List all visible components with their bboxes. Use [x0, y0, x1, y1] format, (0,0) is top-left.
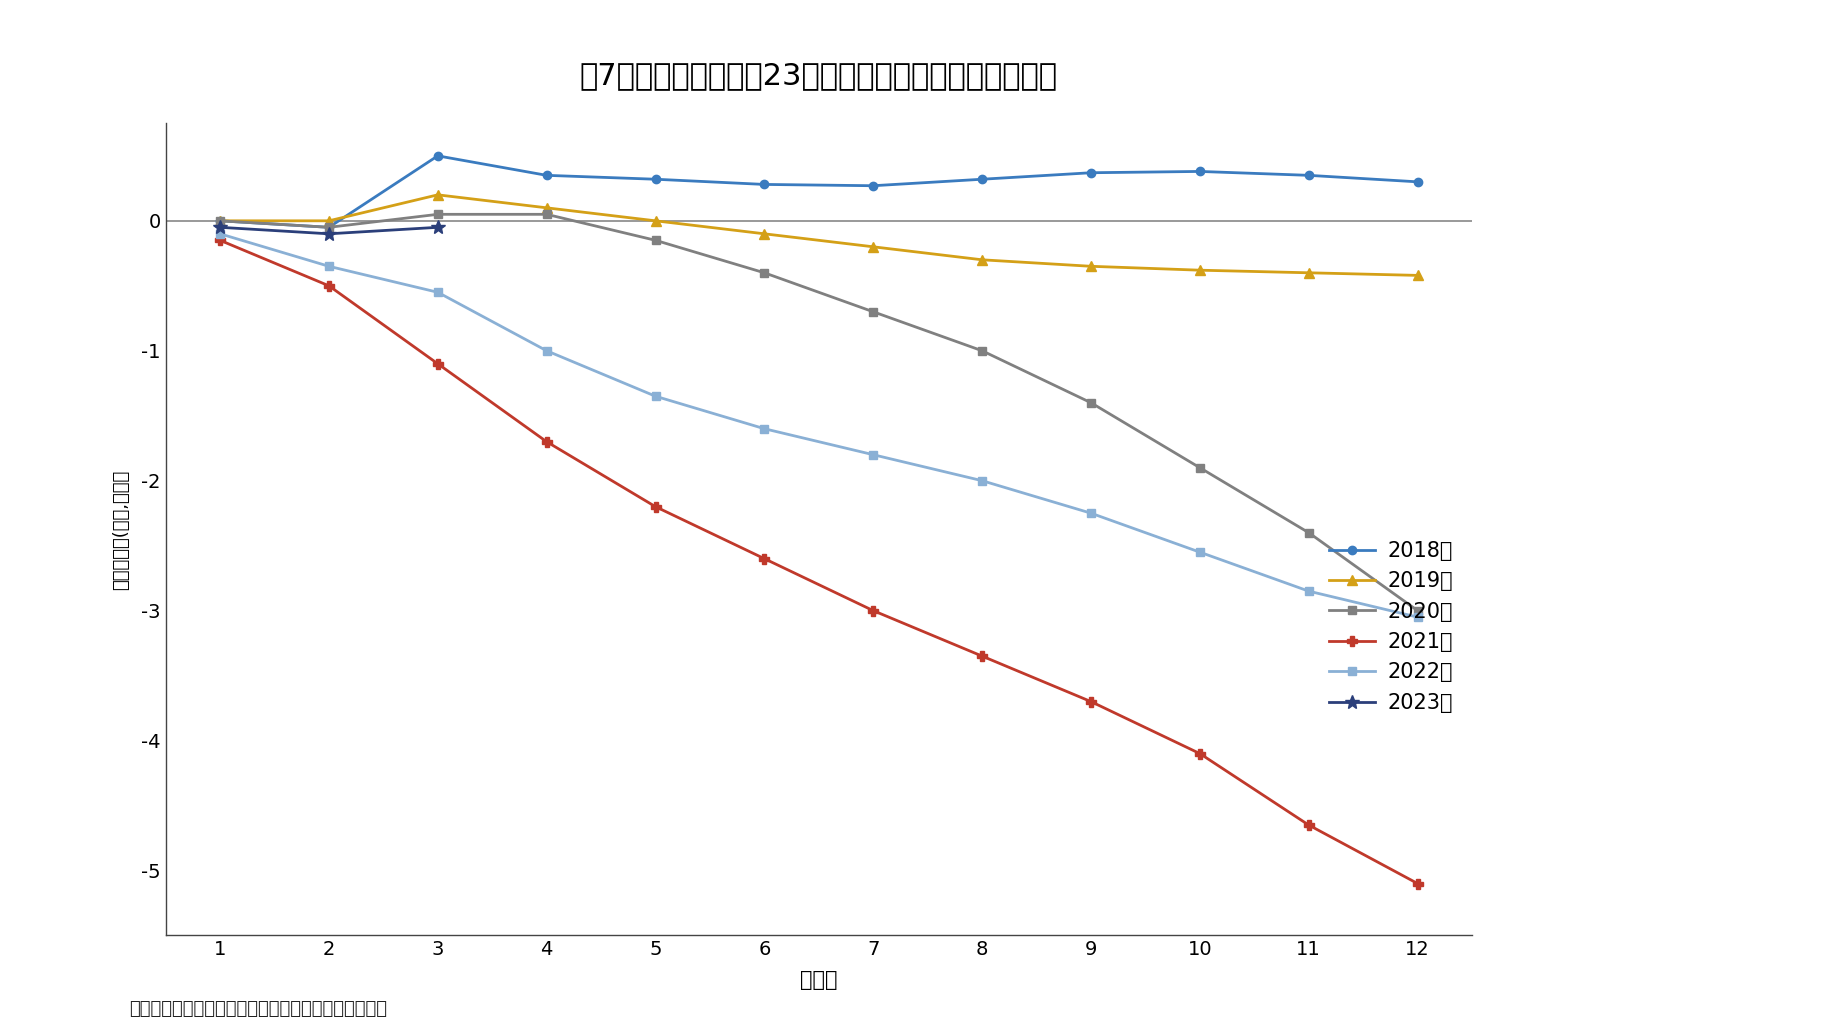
2021年	[862, 604, 885, 617]
2021年	[427, 358, 449, 370]
2022年	[1405, 611, 1427, 623]
2021年	[210, 234, 232, 247]
2018年	[1188, 166, 1210, 178]
2022年	[535, 344, 557, 357]
2021年	[644, 501, 666, 513]
2018年	[862, 180, 885, 192]
2018年	[535, 170, 557, 182]
2020年	[862, 305, 885, 318]
2022年	[1188, 546, 1210, 558]
2020年	[1188, 462, 1210, 474]
2020年	[1296, 526, 1319, 539]
2021年	[1296, 819, 1319, 832]
2021年	[971, 650, 993, 662]
2019年	[210, 215, 232, 227]
2019年	[752, 227, 774, 240]
2020年	[971, 344, 993, 357]
2020年	[318, 221, 340, 233]
Line: 2019年: 2019年	[215, 190, 1422, 281]
2020年	[644, 234, 666, 247]
Y-axis label: 転入超過数(万人,累計）: 転入超過数(万人,累計）	[112, 470, 131, 589]
2018年	[427, 150, 449, 162]
2018年	[1079, 167, 1102, 179]
2018年	[971, 173, 993, 185]
2022年	[1079, 507, 1102, 519]
2018年	[1296, 170, 1319, 182]
2022年	[862, 448, 885, 461]
2023年	[427, 221, 449, 233]
2021年	[1079, 695, 1102, 707]
2021年	[318, 280, 340, 292]
2022年	[318, 260, 340, 272]
2018年	[1405, 176, 1427, 188]
2022年	[1296, 585, 1319, 597]
2019年	[1296, 266, 1319, 279]
2021年	[1188, 747, 1210, 760]
2022年	[427, 286, 449, 298]
2020年	[1079, 397, 1102, 409]
2023年	[318, 227, 340, 240]
2020年	[752, 266, 774, 279]
2019年	[971, 254, 993, 266]
X-axis label: （月）: （月）	[800, 970, 837, 990]
Line: 2022年: 2022年	[215, 229, 1422, 621]
Line: 2021年: 2021年	[215, 235, 1422, 888]
2021年	[1405, 877, 1427, 889]
2022年	[752, 423, 774, 435]
2019年	[1188, 264, 1210, 277]
2021年	[535, 436, 557, 448]
2020年	[535, 208, 557, 220]
2020年	[427, 208, 449, 220]
2018年	[644, 173, 666, 185]
2020年	[210, 215, 232, 227]
Title: 図7　周辺部から東京23区への転入超過数（月次累計）: 図7 周辺部から東京23区への転入超過数（月次累計）	[579, 62, 1057, 90]
2019年	[318, 215, 340, 227]
2020年	[1405, 604, 1427, 617]
2019年	[535, 201, 557, 214]
Line: 2020年: 2020年	[215, 210, 1422, 615]
Text: 出所：　総務省統計局「住民基本台帳人口移動報告」: 出所： 総務省統計局「住民基本台帳人口移動報告」	[129, 999, 386, 1018]
Line: 2018年: 2018年	[215, 152, 1422, 231]
Line: 2023年: 2023年	[213, 220, 445, 241]
2022年	[971, 475, 993, 487]
2019年	[1405, 269, 1427, 282]
2019年	[644, 215, 666, 227]
2023年	[210, 221, 232, 233]
2018年	[210, 215, 232, 227]
2019年	[862, 241, 885, 253]
2022年	[644, 390, 666, 402]
2018年	[752, 178, 774, 190]
2018年	[318, 221, 340, 233]
2019年	[1079, 260, 1102, 272]
2019年	[427, 189, 449, 201]
2022年	[210, 227, 232, 240]
2021年	[752, 552, 774, 564]
Legend: 2018年, 2019年, 2020年, 2021年, 2022年, 2023年: 2018年, 2019年, 2020年, 2021年, 2022年, 2023年	[1320, 533, 1460, 722]
